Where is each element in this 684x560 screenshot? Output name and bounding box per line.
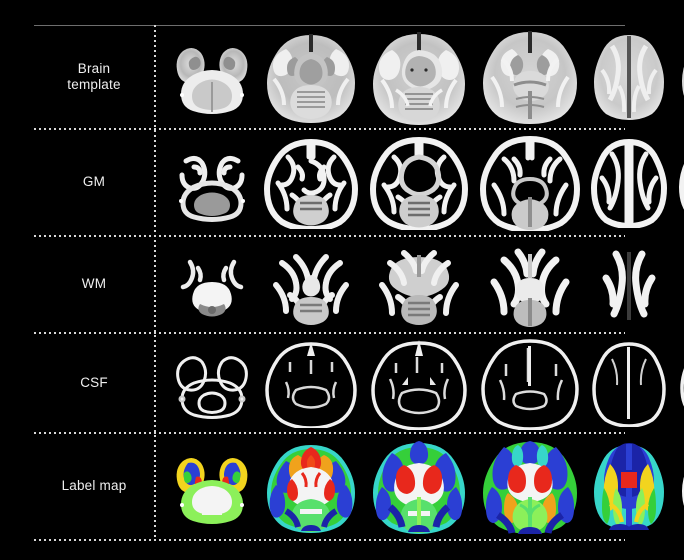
figure-grid-frame: Brain template	[34, 25, 684, 541]
column-divider-vertical	[154, 25, 156, 541]
row-divider-2	[34, 235, 625, 237]
slice-csf-1	[176, 356, 248, 419]
slice-wm-5	[602, 250, 656, 320]
slice-gm-1	[179, 155, 245, 222]
slice-csf-4	[481, 339, 579, 430]
row-csf: CSF	[34, 334, 684, 432]
slice-brain-template-4	[483, 31, 577, 124]
slice-brain-template-1	[176, 47, 248, 114]
row-wm: WM	[34, 237, 656, 332]
slice-label-map-4	[483, 440, 577, 534]
row-divider-5	[34, 539, 625, 541]
slice-brain-template-5	[594, 35, 664, 120]
slice-label-map-5	[594, 442, 664, 530]
row-divider-1	[34, 128, 625, 130]
slice-csf-2	[265, 342, 357, 428]
slice-gm-4	[479, 135, 581, 231]
slice-strip-wm	[154, 237, 656, 332]
slice-brain-template-3	[373, 31, 465, 125]
slice-brain-template-2	[267, 34, 355, 123]
frame-top-rule	[34, 25, 625, 26]
slice-gm-5	[590, 138, 668, 228]
slice-gm-2	[263, 138, 359, 229]
slice-strip-csf	[154, 334, 684, 432]
slice-wm-2	[273, 253, 349, 325]
row-divider-4	[34, 432, 625, 434]
slice-csf-6	[680, 368, 684, 407]
slice-csf-5	[592, 342, 666, 427]
row-gm: GM	[34, 130, 684, 235]
row-brain-template: Brain template	[34, 26, 684, 128]
slice-label-map-2	[267, 444, 355, 533]
slice-csf-3	[371, 339, 467, 430]
slice-gm-3	[369, 136, 469, 230]
row-label-brain-template: Brain template	[67, 60, 121, 92]
slice-label-map-3	[373, 441, 465, 534]
slice-wm-4	[490, 248, 570, 327]
slice-strip-gm	[154, 130, 684, 235]
slice-wm-1	[180, 259, 244, 316]
slice-strip-label-map	[154, 434, 684, 539]
row-divider-3	[34, 332, 625, 334]
slice-label-map-6	[682, 476, 684, 506]
slice-label-map-1	[176, 457, 248, 524]
slice-strip-brain-template	[154, 26, 684, 128]
row-label-csf: CSF	[80, 374, 108, 390]
row-label-wm: WM	[81, 276, 107, 292]
row-label-map: Label map	[34, 434, 684, 539]
row-label-gm: GM	[82, 174, 106, 190]
slice-brain-template-6	[682, 66, 684, 96]
slice-gm-6	[678, 163, 684, 210]
slice-wm-3	[379, 249, 459, 325]
slice-wm-6	[678, 246, 684, 324]
row-label-label-map: Label map	[61, 478, 127, 494]
